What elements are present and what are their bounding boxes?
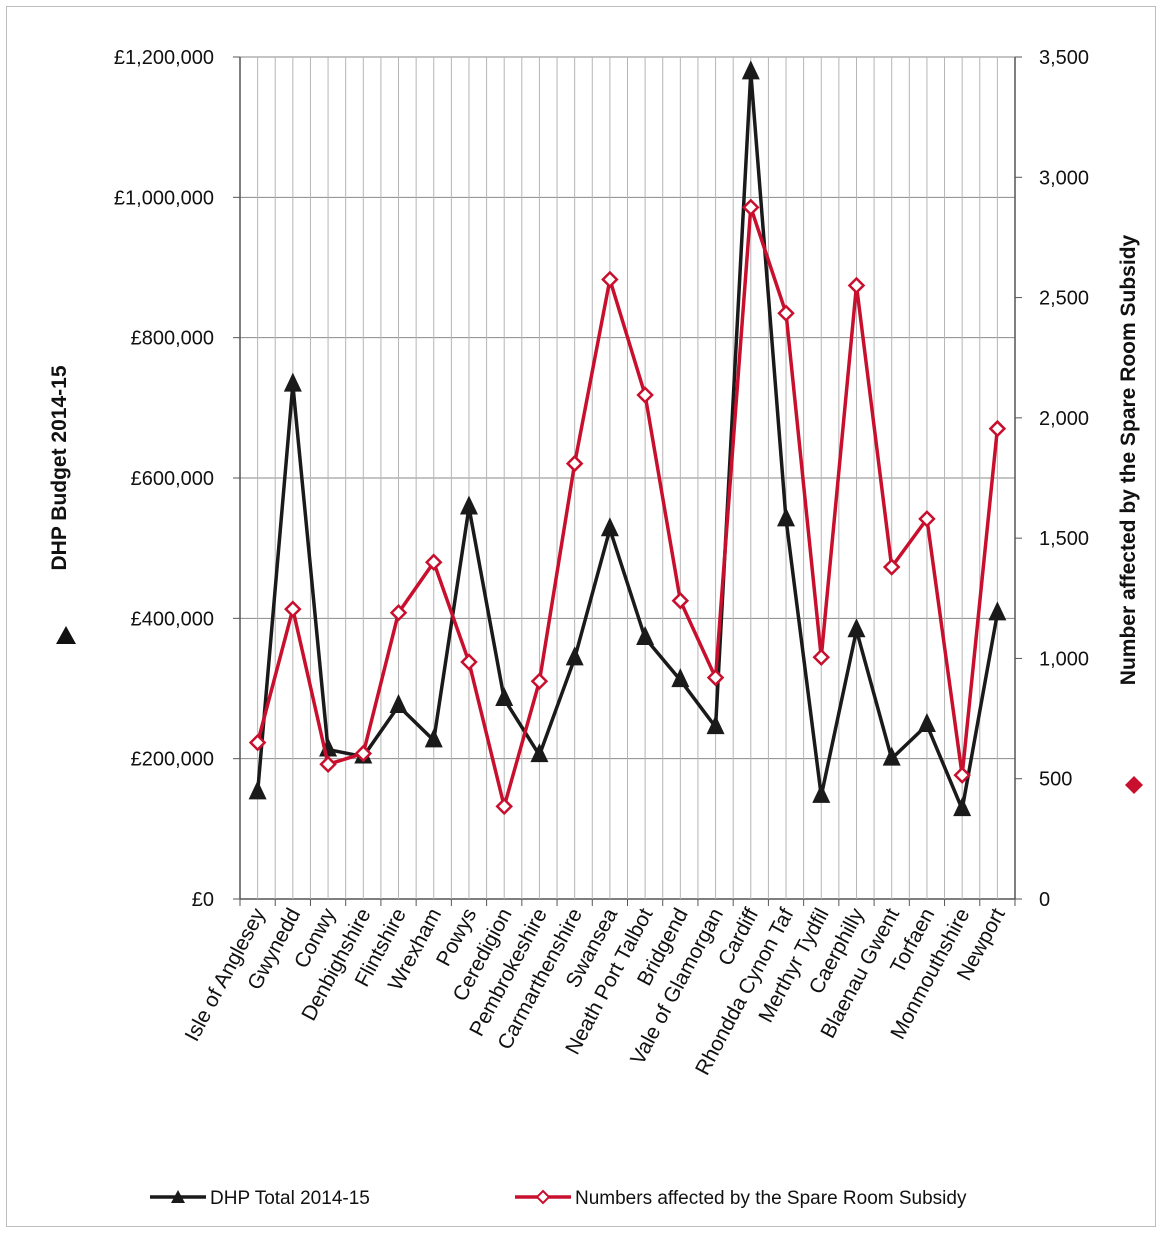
triangle-marker <box>248 780 267 800</box>
triangle-marker-icon <box>171 1190 185 1203</box>
triangle-marker <box>459 495 478 515</box>
diamond-marker <box>495 797 513 816</box>
diamond-marker <box>918 510 936 528</box>
category-labels: Isle of AngleseyGwyneddConwyDenbighshire… <box>181 904 1010 1079</box>
diamond-marker <box>742 198 760 217</box>
diamond-marker <box>953 766 971 784</box>
diamond-marker <box>777 304 795 322</box>
triangle-marker <box>424 728 443 748</box>
diamond-marker <box>671 591 690 610</box>
diamond-marker-icon <box>535 1189 551 1205</box>
triangle-marker <box>706 715 725 735</box>
right-tick-label: 3,500 <box>1039 47 1089 69</box>
diamond-marker <box>988 419 1007 438</box>
triangle-marker <box>812 783 831 803</box>
diamond-marker <box>882 558 901 576</box>
left-tick-label: £1,200,000 <box>114 47 214 69</box>
diamond-marker <box>319 755 337 774</box>
diamond-marker <box>530 672 549 691</box>
diamond-marker <box>424 553 443 571</box>
diamond-marker <box>565 454 584 473</box>
left-axis-title: DHP Budget 2014-15 <box>48 365 76 644</box>
triangle-marker <box>636 625 655 645</box>
triangle-marker <box>565 646 584 666</box>
triangle-marker <box>283 372 302 392</box>
diamond-marker <box>847 276 866 295</box>
diamond-marker <box>812 648 831 666</box>
triangle-marker <box>953 797 972 817</box>
right-tick-label: 1,500 <box>1039 528 1089 550</box>
series-line <box>255 205 1000 809</box>
legend-label-spare-room: Numbers affected by the Spare Room Subsi… <box>575 1188 967 1209</box>
series-line <box>255 70 1000 811</box>
right-tick-label: 500 <box>1039 769 1072 791</box>
triangle-marker <box>847 618 866 638</box>
diamond-marker <box>284 600 302 618</box>
right-axis-title: Number affected by the Spare Room Subsid… <box>1117 234 1143 794</box>
diamond-marker <box>460 653 478 671</box>
legend-item-spare-room: Numbers affected by the Spare Room Subsi… <box>515 1188 967 1209</box>
left-axis-label: DHP Budget 2014-15 <box>48 365 71 570</box>
triangle-marker <box>882 746 901 766</box>
grid <box>239 56 1016 906</box>
diamond-marker <box>248 733 267 752</box>
right-tick-label: 0 <box>1039 889 1050 911</box>
right-tick-label: 2,500 <box>1039 288 1089 310</box>
triangle-marker <box>988 601 1007 621</box>
left-tick-label: £800,000 <box>131 328 214 350</box>
diamond-marker <box>354 744 373 763</box>
triangle-marker <box>389 694 408 714</box>
left-tick-label: £200,000 <box>131 749 214 771</box>
series-spare-room <box>248 198 1007 816</box>
triangle-marker <box>671 668 690 688</box>
triangle-marker <box>777 507 796 527</box>
right-tick-label: 2,000 <box>1039 408 1089 430</box>
diamond-marker <box>601 270 619 289</box>
triangle-marker <box>495 687 514 707</box>
right-axis-label: Number affected by the Spare Room Subsid… <box>1117 234 1140 685</box>
legend-label-dhp: DHP Total 2014-15 <box>210 1188 370 1209</box>
legend-item-dhp: DHP Total 2014-15 <box>150 1188 370 1209</box>
diamond-marker <box>389 603 408 622</box>
diamond-icon <box>1125 776 1143 794</box>
right-axis-ticks: 0 500 1,000 1,500 2,000 2,500 3,000 3,500 <box>1015 47 1089 911</box>
diamond-marker <box>706 668 725 687</box>
left-axis-ticks: £0 £200,000 £400,000 £600,000 £800,000 £1,000… <box>114 47 240 911</box>
series <box>248 60 1007 817</box>
right-tick-label: 1,000 <box>1039 648 1089 670</box>
triangle-marker <box>530 743 549 763</box>
left-tick-label: £400,000 <box>131 608 214 630</box>
triangle-marker <box>917 712 936 732</box>
left-tick-label: £0 <box>192 889 214 911</box>
triangle-marker <box>741 60 760 80</box>
right-tick-label: 3,000 <box>1039 167 1089 189</box>
triangle-marker <box>600 517 619 537</box>
left-tick-label: £1,000,000 <box>114 187 214 209</box>
series-dhp-total <box>248 60 1007 817</box>
left-tick-label: £600,000 <box>131 468 214 490</box>
diamond-marker <box>636 386 654 404</box>
chart-frame <box>6 6 1156 1227</box>
legend: DHP Total 2014-15 Numbers affected by th… <box>150 1188 967 1209</box>
triangle-icon <box>56 626 76 644</box>
